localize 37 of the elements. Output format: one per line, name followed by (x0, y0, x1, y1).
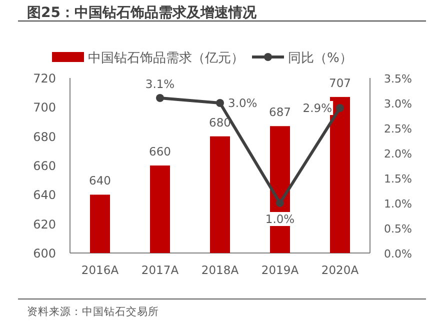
legend-label: 中国钻石饰品需求（亿元） (88, 51, 244, 66)
y2-tick-label: 1.5% (384, 172, 412, 186)
data-label: 1.0% (265, 212, 295, 226)
y-tick-label: 700 (33, 100, 56, 115)
point (276, 199, 284, 207)
point (216, 99, 224, 107)
y2-tick-label: 0.0% (384, 248, 412, 260)
x-tick-label: 2018A (201, 263, 239, 277)
point (156, 94, 164, 102)
y2-tick-label: 2.0% (384, 148, 412, 160)
y2-tick-label: 1.0% (384, 198, 412, 210)
x-tick-label: 2020A (321, 263, 359, 277)
data-label: 660 (149, 144, 171, 158)
y2-tick-label: 3.5% (384, 72, 412, 86)
y2-tick-label: 0.5% (384, 222, 412, 236)
data-label: 640 (89, 174, 111, 188)
y-tick-label: 640 (33, 188, 56, 202)
y-tick-label: 600 (33, 246, 56, 260)
y2-tick-label: 3.0% (384, 98, 412, 110)
legend-label: 同比（%） (288, 51, 352, 66)
data-label: 687 (269, 105, 291, 120)
data-label: 680 (209, 115, 231, 130)
x-tick-label: 2019A (261, 263, 299, 277)
y-tick-label: 620 (33, 217, 56, 232)
y-tick-label: 660 (33, 159, 56, 173)
y2-tick-label: 2.5% (384, 122, 412, 136)
data-label: 3.0% (228, 96, 258, 110)
data-label: 3.1% (145, 77, 175, 91)
data-label: 2.9% (302, 101, 332, 115)
data-label: 707 (329, 76, 351, 90)
point (336, 104, 344, 112)
text: 资料来源：中国钻石交易所 (27, 305, 159, 318)
y-tick-label: 720 (33, 72, 56, 86)
x-tick-label: 2016A (81, 263, 119, 277)
x-tick-label: 2017A (141, 263, 179, 277)
y-tick-label: 680 (33, 130, 56, 144)
chart-title: 图25：中国钻石饰品需求及增速情况 (27, 5, 258, 21)
